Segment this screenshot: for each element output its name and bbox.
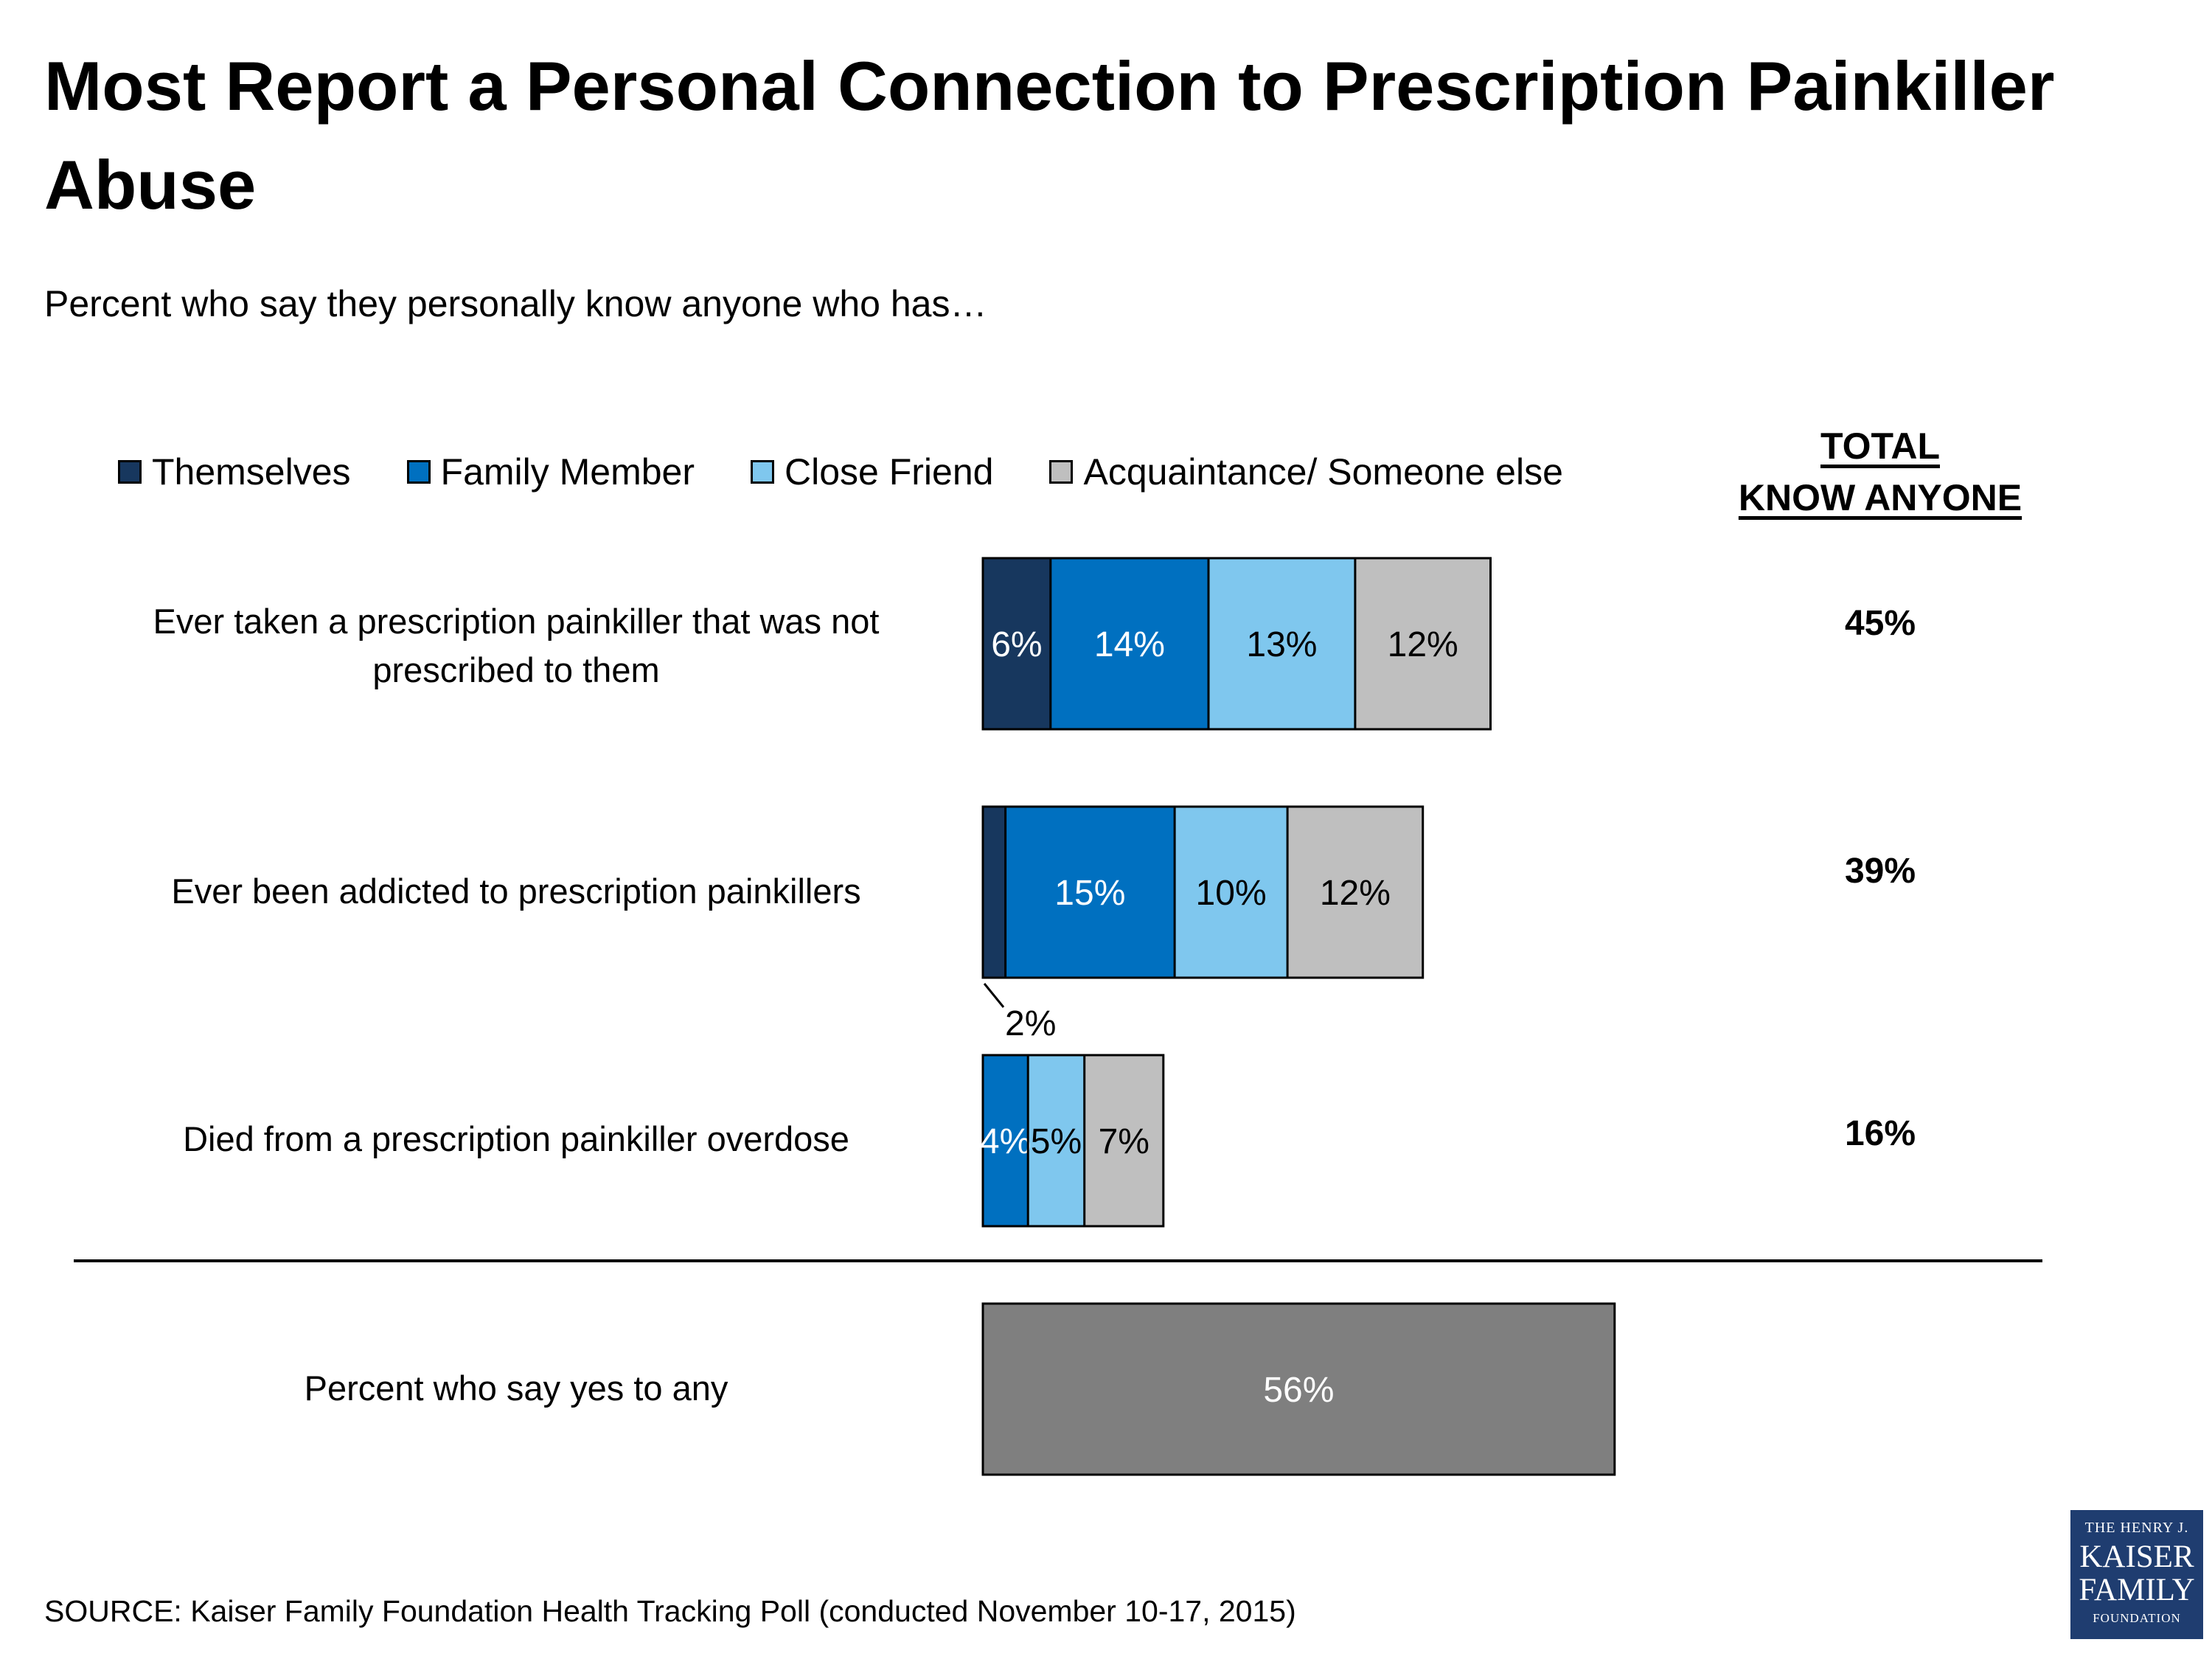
total-know-anyone-header: TOTAL KNOW ANYONE [1696, 420, 2065, 524]
total-value-row-3: 16% [1844, 1114, 1916, 1153]
row-label-line: Ever taken a prescription painkiller tha… [153, 602, 880, 641]
legend-item-family-member: Family Member [406, 451, 695, 493]
data-label: 12% [1320, 874, 1391, 913]
row-label-line: prescribed to them [372, 650, 660, 689]
bar-segment-close-friend [1028, 1055, 1085, 1226]
logo-line-2: KAISER [2079, 1540, 2194, 1574]
legend-label-themselves: Themselves [152, 451, 351, 493]
logo-line-4: FOUNDATION [2093, 1611, 2181, 1625]
chart-title: Most Report a Personal Connection to Pre… [44, 47, 2055, 223]
legend-item-themselves: Themselves [118, 451, 351, 493]
row-label-addicted: Ever been addicted to prescription paink… [88, 867, 944, 916]
legend-swatch-acquaintance [1049, 460, 1074, 484]
legend-swatch-themselves [118, 460, 142, 484]
total-header-line-2: KNOW ANYONE [1738, 477, 2023, 518]
row-label-line: Ever been addicted to prescription paink… [171, 872, 861, 911]
bar-outline [981, 805, 1425, 979]
data-label: 5% [1031, 1122, 1082, 1161]
bar-segment-close-friend [1175, 807, 1288, 978]
bar-segment-themselves [983, 558, 1051, 729]
kaiser-family-foundation-logo: THE HENRY J. KAISER FAMILY FOUNDATION [2070, 1510, 2203, 1639]
bar-outline [981, 557, 1492, 731]
legend-item-close-friend: Close Friend [751, 451, 993, 493]
legend-swatch-close-friend [751, 460, 775, 484]
bar-segment-themselves [983, 807, 1006, 978]
bar-segment-family-member [1050, 558, 1208, 729]
row-label-line: Percent who say yes to any [304, 1368, 728, 1408]
bar-segment-close-friend [1208, 558, 1355, 729]
data-label-leader-line [983, 983, 1005, 1008]
summary-bar [981, 1302, 1616, 1476]
data-label: 2% [1005, 1004, 1056, 1043]
row-label-taken-not-prescribed: Ever taken a prescription painkiller tha… [88, 597, 944, 695]
chart-subtitle: Percent who say they personally know any… [44, 283, 987, 324]
legend-label-family-member: Family Member [440, 451, 695, 493]
bar-segment-acquaintance-someone-else [1287, 807, 1423, 978]
legend: Themselves Family Member Close Friend Ac… [118, 448, 1619, 495]
data-label: 14% [1094, 625, 1165, 664]
bar-segment-acquaintance-someone-else [1354, 558, 1491, 729]
data-label: 4% [980, 1122, 1031, 1161]
legend-label-close-friend: Close Friend [785, 451, 994, 493]
bar-segment-family-member [1005, 807, 1175, 978]
total-value-row-2: 39% [1844, 852, 1916, 891]
data-label: 7% [1099, 1122, 1150, 1161]
total-header-line-1: TOTAL [1820, 425, 1940, 467]
row-label-yes-to-any: Percent who say yes to any [88, 1364, 944, 1413]
bar-outline [981, 1054, 1165, 1228]
logo-line-3: FAMILY [2079, 1573, 2195, 1607]
bar-segment-family-member [983, 1055, 1029, 1226]
legend-swatch-family-member [406, 460, 431, 484]
bar-segment-acquaintance-someone-else [1084, 1055, 1164, 1226]
summary-data-label: 56% [1263, 1371, 1334, 1410]
total-value-row-1: 45% [1844, 604, 1916, 643]
row-label-line: Died from a prescription painkiller over… [183, 1119, 849, 1158]
data-label: 13% [1246, 625, 1317, 664]
logo-line-1: THE HENRY J. [2084, 1520, 2189, 1536]
row-label-overdose: Died from a prescription painkiller over… [88, 1115, 944, 1164]
data-label: 6% [991, 625, 1042, 664]
section-divider [74, 1259, 2042, 1262]
data-label: 10% [1196, 874, 1267, 913]
legend-label-acquaintance: Acquaintance/ Someone else [1083, 451, 1563, 493]
legend-item-acquaintance: Acquaintance/ Someone else [1049, 451, 1563, 493]
data-label: 15% [1054, 874, 1125, 913]
data-label: 12% [1388, 625, 1458, 664]
source-note: SOURCE: Kaiser Family Foundation Health … [44, 1594, 1296, 1628]
